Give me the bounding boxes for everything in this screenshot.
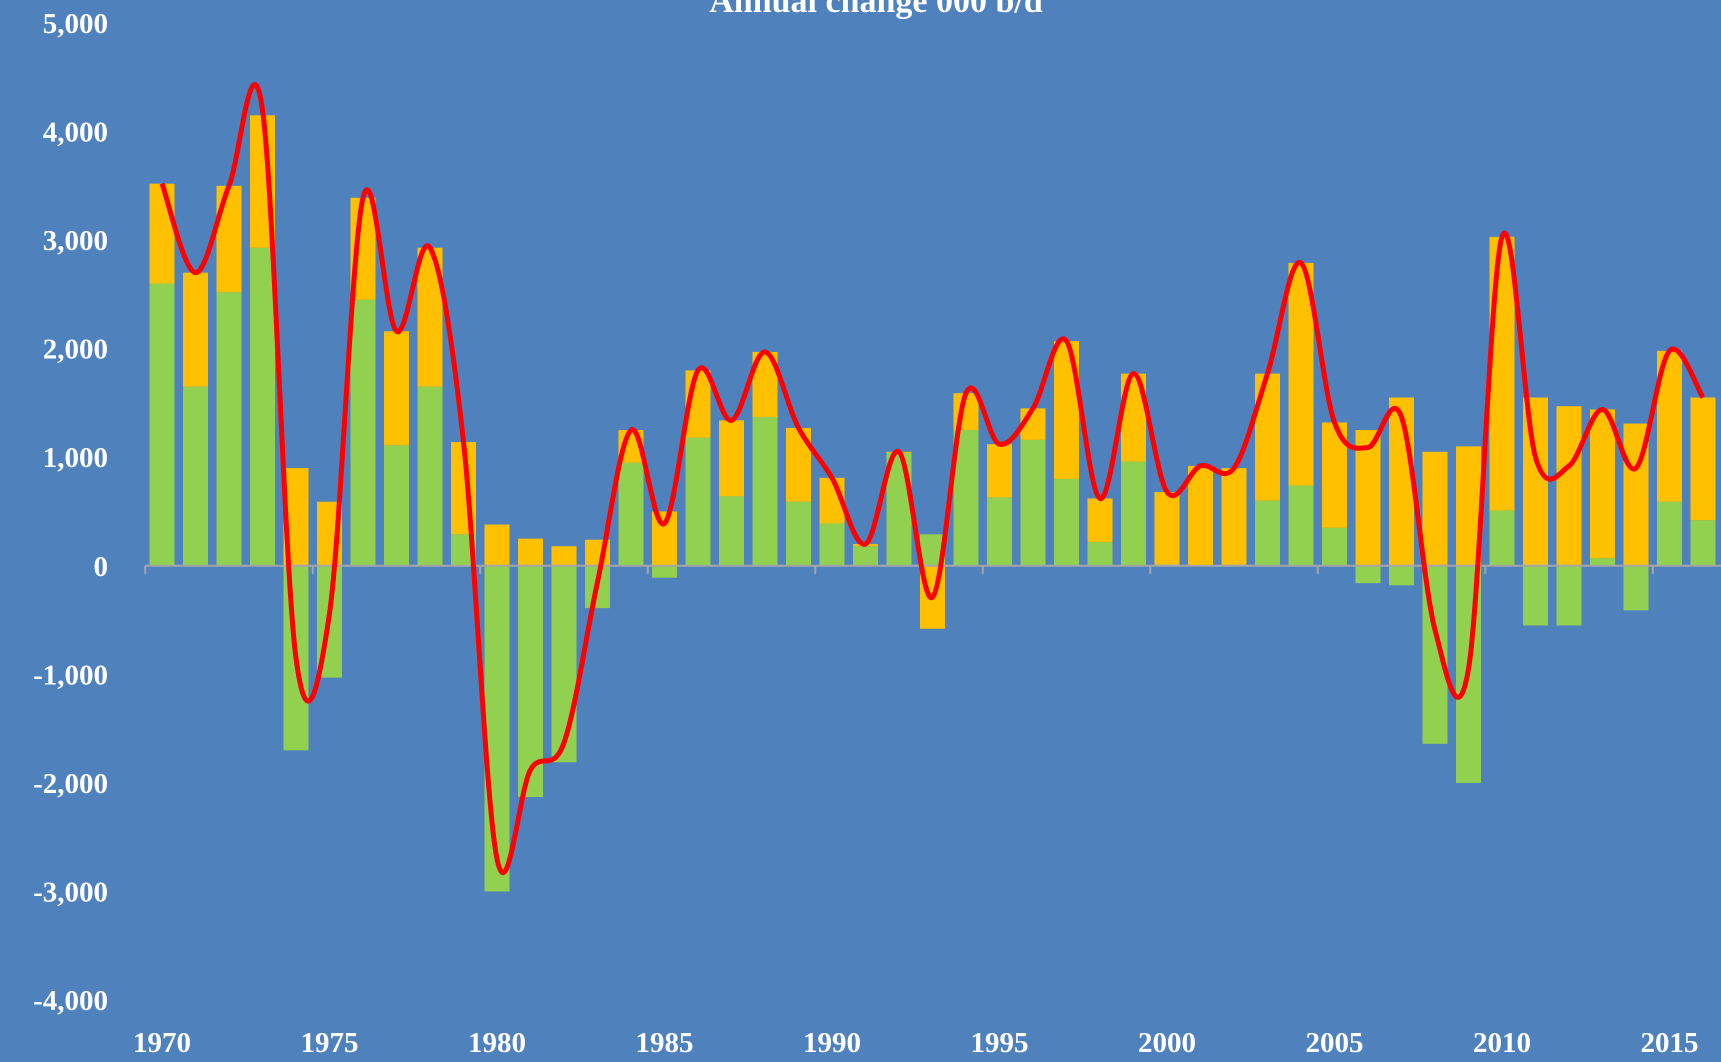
y-tick-label: -3,000 xyxy=(33,876,108,908)
x-tick-label: 1995 xyxy=(971,1027,1029,1059)
bar xyxy=(1422,451,1448,566)
bar xyxy=(1322,527,1347,566)
x-tick-label: 1985 xyxy=(636,1027,694,1059)
bar xyxy=(250,247,275,566)
bar xyxy=(518,538,543,566)
bar xyxy=(1690,397,1716,521)
bar xyxy=(752,417,778,566)
chart-title: Annual change 000 b/d xyxy=(709,0,1043,20)
bar xyxy=(1154,491,1180,565)
bar xyxy=(1355,565,1381,584)
bar xyxy=(786,501,811,566)
x-tick-label: 1975 xyxy=(301,1027,359,1059)
y-tick-label: -2,000 xyxy=(33,768,108,800)
bar xyxy=(1188,465,1213,566)
x-tick-label: 1970 xyxy=(133,1027,191,1059)
bar xyxy=(1255,500,1280,566)
bar xyxy=(417,386,443,566)
bar xyxy=(551,546,577,566)
bar xyxy=(149,183,175,284)
bar xyxy=(1255,373,1280,501)
bar xyxy=(819,523,845,566)
bar xyxy=(1556,565,1582,626)
bar xyxy=(1590,409,1615,559)
bar xyxy=(216,292,242,566)
bar xyxy=(1288,262,1314,486)
bar xyxy=(518,565,543,798)
y-tick-label: 0 xyxy=(94,551,109,583)
bar xyxy=(618,462,644,566)
bar xyxy=(1690,520,1716,566)
bar xyxy=(384,331,409,446)
bar xyxy=(1288,485,1314,566)
bar xyxy=(183,272,208,387)
bar xyxy=(1489,510,1515,566)
x-tick-label: 1980 xyxy=(468,1027,526,1059)
bar xyxy=(216,185,242,293)
bar xyxy=(987,444,1012,498)
bar xyxy=(1087,541,1113,566)
bar xyxy=(1221,468,1247,565)
bar xyxy=(652,565,677,578)
bar xyxy=(719,420,744,497)
bar xyxy=(350,299,376,566)
x-tick-label: 2015 xyxy=(1641,1027,1699,1059)
bar xyxy=(1590,558,1615,566)
line xyxy=(159,82,1706,875)
bar xyxy=(1355,430,1381,566)
bar xyxy=(484,524,510,566)
y-tick-label: 2,000 xyxy=(43,334,108,366)
x-tick-label: 2005 xyxy=(1306,1027,1364,1059)
bar xyxy=(1121,461,1146,566)
bar xyxy=(685,437,711,566)
bar xyxy=(853,546,878,566)
bar xyxy=(1623,565,1649,611)
bar xyxy=(384,445,409,566)
bar xyxy=(987,497,1012,566)
bar xyxy=(1489,236,1515,511)
y-tick-label: 4,000 xyxy=(43,117,108,149)
bar xyxy=(1657,501,1682,566)
bar xyxy=(1054,478,1079,566)
y-tick-label: -4,000 xyxy=(33,985,108,1017)
bar xyxy=(149,283,175,566)
bar xyxy=(1556,406,1582,566)
x-tick-label: 1990 xyxy=(803,1027,861,1059)
bar xyxy=(1523,397,1548,566)
bar xyxy=(484,565,510,892)
y-tick-label: 3,000 xyxy=(43,225,108,257)
bar xyxy=(1523,565,1548,626)
y-tick-label: 1,000 xyxy=(43,442,108,474)
bar xyxy=(1020,439,1046,566)
x-tick-label: 2010 xyxy=(1473,1027,1531,1059)
bar xyxy=(1087,498,1113,542)
bar xyxy=(183,386,208,566)
y-tick-label: -1,000 xyxy=(33,659,108,691)
bar xyxy=(719,496,744,566)
bar xyxy=(1389,565,1414,586)
y-tick-label: 5,000 xyxy=(43,8,108,40)
x-tick-label: 2000 xyxy=(1138,1027,1196,1059)
bar xyxy=(551,565,577,763)
